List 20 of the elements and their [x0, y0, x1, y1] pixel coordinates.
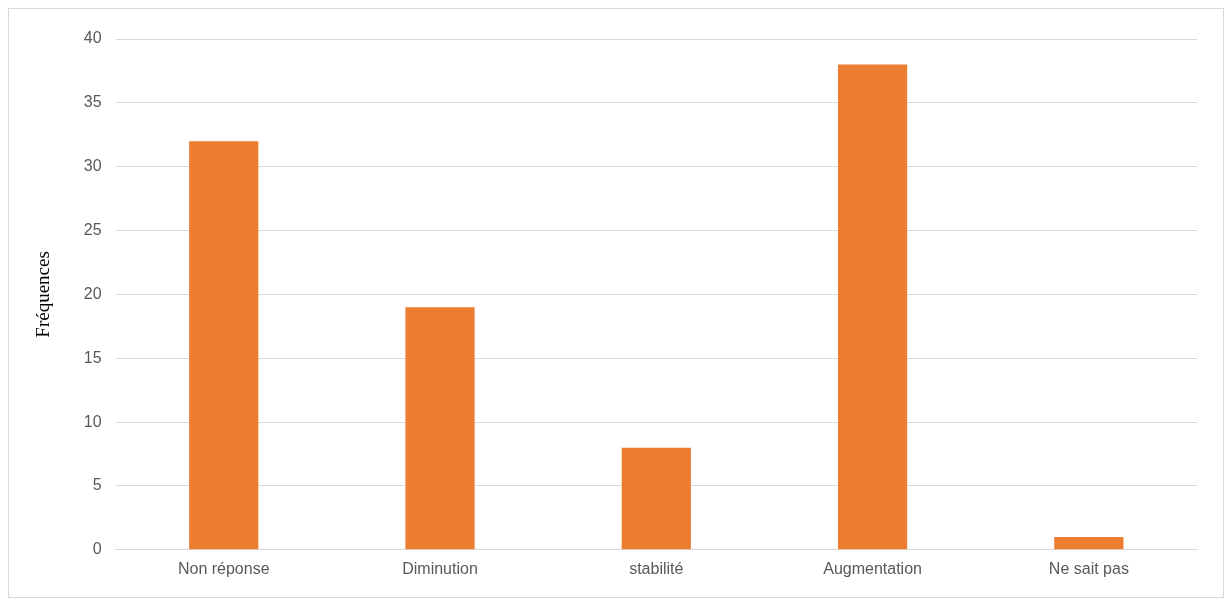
- bar: [837, 64, 908, 550]
- y-tick-label: 30: [83, 157, 102, 175]
- y-axis-title: Fréquences: [32, 251, 54, 338]
- bar: [621, 447, 691, 550]
- y-tick-label: 20: [83, 284, 102, 302]
- y-tick-label: 5: [92, 476, 102, 494]
- y-tick-label: 10: [83, 412, 102, 430]
- y-tick-label: 0: [92, 540, 102, 558]
- x-tick-label: Ne sait pas: [1048, 559, 1129, 577]
- x-tick-label: Diminution: [402, 559, 478, 577]
- y-tick-label: 40: [83, 29, 102, 47]
- bar: [405, 307, 475, 550]
- y-tick-label: 35: [83, 93, 102, 111]
- x-tick-label: Augmentation: [823, 559, 922, 577]
- bar: [1054, 537, 1124, 550]
- y-tick-label: 25: [83, 220, 102, 238]
- y-tick-label: 15: [83, 348, 102, 366]
- x-tick-label: stabilité: [629, 559, 684, 577]
- x-tick-label: Non réponse: [177, 559, 270, 577]
- bar: [189, 141, 259, 550]
